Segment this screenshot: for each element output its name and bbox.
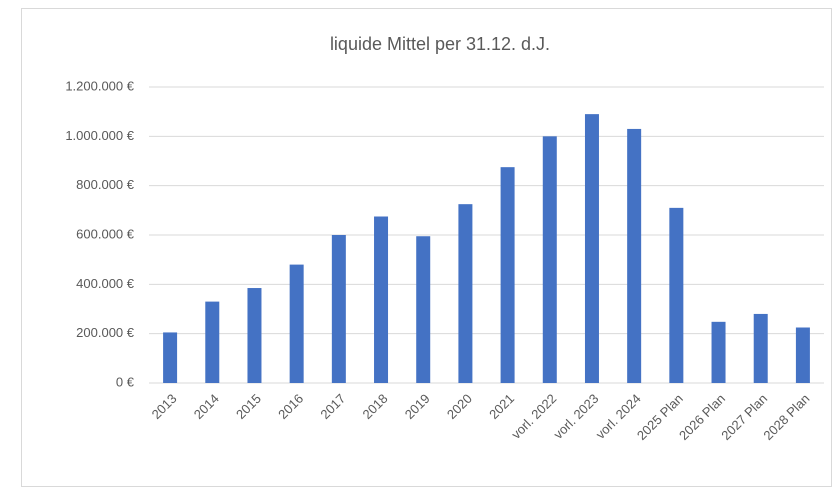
- bar: [542, 136, 557, 383]
- bar: [416, 236, 431, 383]
- y-tick-label: 600.000 €: [76, 226, 135, 241]
- bar: [247, 288, 262, 383]
- bar: [163, 332, 178, 383]
- bar: [711, 321, 726, 383]
- bar: [205, 301, 220, 383]
- bar: [753, 313, 768, 383]
- bar: [331, 235, 346, 383]
- bar: [500, 167, 515, 383]
- chart-title: liquide Mittel per 31.12. d.J.: [330, 34, 550, 54]
- y-tick-label: 400.000 €: [76, 276, 135, 291]
- bar: [584, 114, 599, 383]
- bar: [289, 264, 304, 383]
- y-tick-label: 800.000 €: [76, 177, 135, 192]
- y-tick-label: 1.000.000 €: [65, 128, 134, 143]
- bar: [458, 204, 473, 383]
- bar: [374, 216, 389, 383]
- bar: [795, 327, 810, 383]
- y-tick-label: 0 €: [116, 374, 135, 389]
- bar: [669, 207, 684, 383]
- y-tick-label: 1.200.000 €: [65, 78, 134, 93]
- y-tick-label: 200.000 €: [76, 325, 135, 340]
- bar: [627, 128, 642, 383]
